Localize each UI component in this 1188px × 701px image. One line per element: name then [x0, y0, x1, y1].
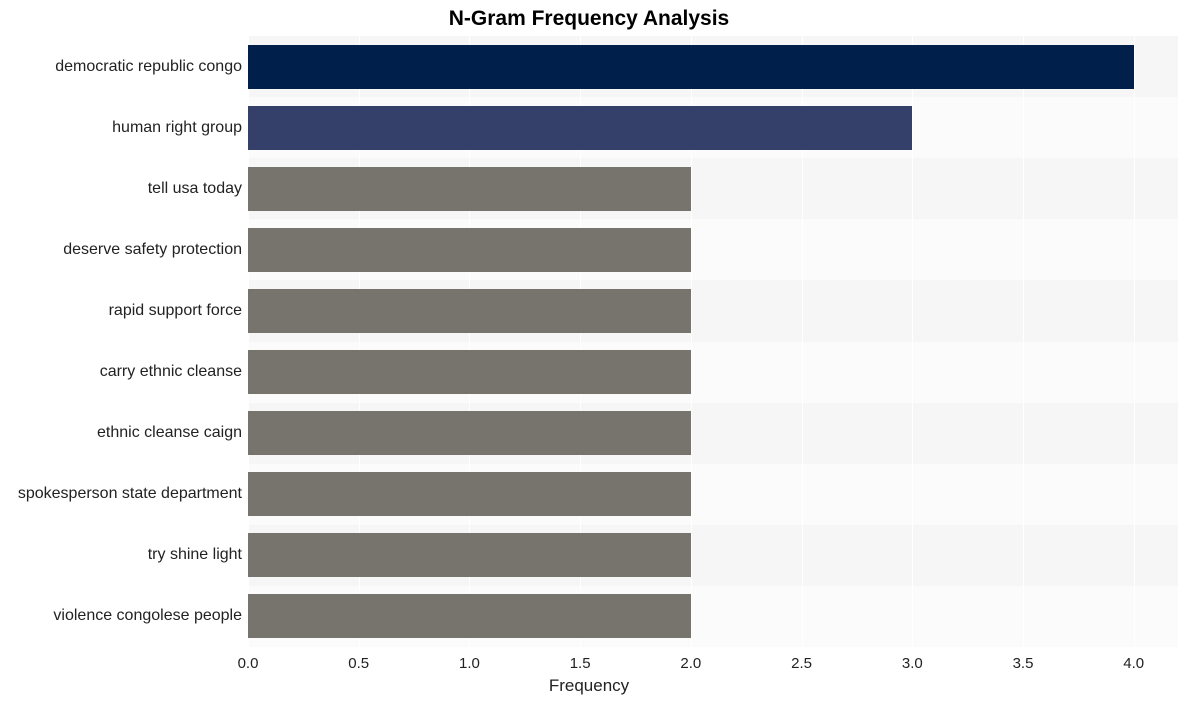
- y-tick-label: carry ethnic cleanse: [100, 363, 242, 381]
- bar: [248, 533, 691, 577]
- x-tick-label: 2.5: [791, 655, 812, 672]
- chart-title: N-Gram Frequency Analysis: [0, 7, 930, 31]
- x-tick-label: 1.0: [459, 655, 480, 672]
- gridline: [1134, 36, 1135, 647]
- gridline: [1023, 36, 1024, 647]
- y-tick-label: tell usa today: [148, 180, 242, 198]
- y-tick-label: human right group: [112, 119, 242, 137]
- bar: [248, 289, 691, 333]
- x-tick-label: 4.0: [1123, 655, 1144, 672]
- x-tick-label: 3.5: [1013, 655, 1034, 672]
- bar: [248, 167, 691, 211]
- bar: [248, 411, 691, 455]
- gridline: [912, 36, 913, 647]
- x-tick-label: 3.0: [902, 655, 923, 672]
- bar: [248, 228, 691, 272]
- y-tick-label: ethnic cleanse caign: [97, 424, 242, 442]
- bar: [248, 45, 1134, 89]
- y-tick-label: rapid support force: [109, 302, 242, 320]
- bar: [248, 350, 691, 394]
- bar: [248, 472, 691, 516]
- bar: [248, 594, 691, 638]
- x-tick-label: 1.5: [570, 655, 591, 672]
- x-tick-label: 0.0: [238, 655, 259, 672]
- x-tick-label: 2.0: [680, 655, 701, 672]
- y-tick-label: violence congolese people: [53, 607, 242, 625]
- y-tick-label: deserve safety protection: [63, 241, 242, 259]
- x-tick-label: 0.5: [348, 655, 369, 672]
- x-axis-label: Frequency: [0, 676, 930, 696]
- ngram-frequency-chart: N-Gram Frequency Analysis democratic rep…: [0, 0, 1188, 701]
- plot-area: [248, 36, 1178, 647]
- y-tick-label: democratic republic congo: [55, 58, 242, 76]
- y-tick-label: spokesperson state department: [18, 485, 242, 503]
- bar: [248, 106, 912, 150]
- y-tick-label: try shine light: [148, 546, 242, 564]
